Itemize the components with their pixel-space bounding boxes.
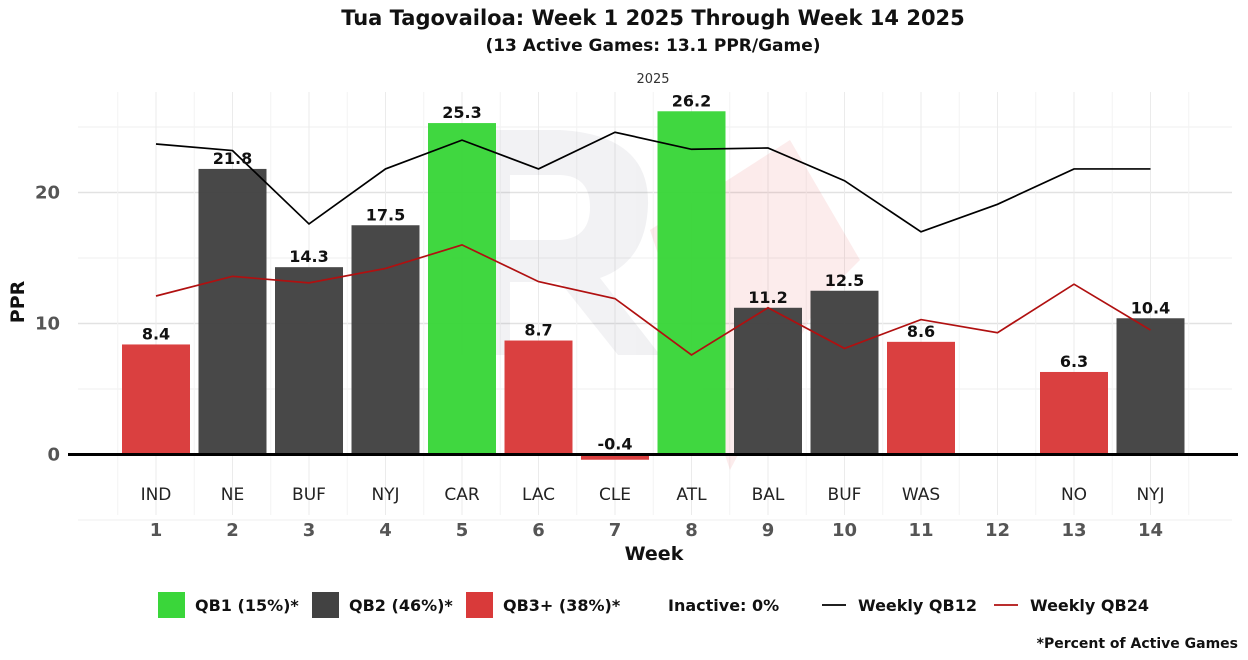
x-opponent-label: NYJ (1136, 485, 1164, 505)
bar-week-1 (122, 344, 190, 455)
legend: QB1 (15%)* QB2 (46%)* QB3+ (38%)* Inactive:… (158, 592, 1149, 618)
bar-week-8 (657, 111, 726, 455)
bar-week-14 (1116, 318, 1185, 455)
bar-label-week-14: 10.4 (1131, 298, 1170, 317)
y-axis: 0 10 20 (35, 183, 60, 466)
x-week-label: 4 (379, 520, 392, 541)
x-week-label: 3 (303, 520, 316, 541)
x-opponent-label: BAL (752, 485, 785, 505)
bar-week-9 (734, 307, 802, 455)
line-weekly-qb24 (155, 243, 1151, 356)
bar-week-2 (198, 168, 267, 455)
legend-label: QB2 (46%)* (349, 596, 453, 615)
bar-label-week-2: 21.8 (213, 149, 252, 168)
bar-label-week-10: 12.5 (825, 271, 864, 290)
legend-label: QB1 (15%)* (195, 596, 299, 615)
watermark-r-shape (452, 130, 660, 355)
legend-item: QB2 (46%)* (312, 592, 453, 618)
bar-week-10 (810, 290, 879, 455)
x-opponent-label: NE (221, 485, 244, 505)
legend-label: Weekly QB24 (1030, 596, 1149, 615)
footnote: *Percent of Active Games (1037, 636, 1238, 652)
bar-week-4 (351, 225, 420, 455)
legend-swatch (158, 592, 185, 618)
x-opponent-label: IND (141, 485, 172, 505)
chart-subtitle: (13 Active Games: 13.1 PPR/Game) (485, 36, 820, 56)
bar-week-11 (887, 341, 955, 455)
x-axis: IND 1 NE 2 BUF 3 NYJ 4 CAR 5 LAC 6 CLE 7 ATL 8 BAL 9 BUF 10… (141, 485, 1165, 541)
x-week-label: 10 (832, 520, 857, 541)
x-opponent-label: BUF (292, 485, 326, 505)
x-opponent-label: NYJ (371, 485, 399, 505)
bar-week-6 (504, 340, 573, 455)
bar-label-week-11: 8.6 (907, 322, 935, 341)
legend-item: Weekly QB24 (994, 596, 1149, 615)
line-weekly-qb12 (155, 131, 1151, 233)
legend-item: Weekly QB12 (822, 596, 977, 615)
y-tick-label: 0 (47, 445, 60, 466)
x-week-label: 9 (762, 520, 775, 541)
bar-label-week-9: 11.2 (748, 288, 787, 307)
x-week-label: 13 (1061, 520, 1086, 541)
legend-item: QB3+ (38%)* (466, 592, 621, 618)
x-opponent-label: WAS (902, 485, 940, 505)
legend-label: QB3+ (38%)* (503, 596, 621, 615)
x-week-label: 11 (908, 520, 933, 541)
y-axis-title: PPR (7, 280, 29, 323)
legend-item: QB1 (15%)* (158, 592, 299, 618)
x-opponent-label: NO (1061, 485, 1087, 505)
x-week-label: 1 (150, 520, 163, 541)
x-week-label: 14 (1138, 520, 1163, 541)
reference-lines (155, 131, 1151, 356)
x-week-label: 2 (226, 520, 239, 541)
bar-label-week-7: -0.4 (598, 435, 633, 454)
bar-label-week-8: 26.2 (672, 91, 711, 110)
bar-label-week-13: 6.3 (1060, 352, 1088, 371)
x-week-label: 12 (985, 520, 1010, 541)
bar-series (122, 111, 1185, 460)
legend-swatch (312, 592, 339, 618)
chart-title: Tua Tagovailoa: Week 1 2025 Through Week… (341, 6, 965, 30)
bar-label-week-1: 8.4 (142, 324, 170, 343)
legend-label: Weekly QB12 (858, 596, 977, 615)
bar-label-week-3: 14.3 (289, 247, 328, 266)
x-opponent-label: CAR (444, 485, 479, 505)
plot-panel: 8.4 21.8 14.3 17.5 25.3 8.7 -0.4 26.2 11.2 12.5 8.… (68, 91, 1238, 521)
y-tick-label: 20 (35, 183, 60, 204)
x-opponent-label: LAC (522, 485, 555, 505)
facet-label: 2025 (636, 72, 669, 87)
bar-week-7 (581, 454, 649, 460)
legend-label: Inactive: 0% (668, 596, 779, 615)
legend-swatch (466, 592, 493, 618)
x-week-label: 7 (609, 520, 622, 541)
x-opponent-label: ATL (676, 485, 707, 505)
bar-label-week-4: 17.5 (366, 205, 405, 224)
x-axis-title: Week (625, 543, 684, 565)
x-week-label: 6 (532, 520, 545, 541)
legend-item: Inactive: 0% (668, 596, 779, 615)
x-week-label: 8 (685, 520, 698, 541)
bar-label-week-6: 8.7 (524, 321, 552, 340)
y-tick-label: 10 (35, 314, 60, 335)
bar-label-week-5: 25.3 (442, 103, 481, 122)
x-opponent-label: CLE (599, 485, 631, 505)
x-opponent-label: BUF (828, 485, 862, 505)
bar-week-3 (275, 267, 343, 455)
bar-week-5 (428, 123, 496, 455)
x-week-label: 5 (456, 520, 469, 541)
bar-week-13 (1040, 371, 1108, 455)
bar-value-labels: 8.4 21.8 14.3 17.5 25.3 8.7 -0.4 26.2 11.2 12.5 8.… (142, 91, 1170, 453)
